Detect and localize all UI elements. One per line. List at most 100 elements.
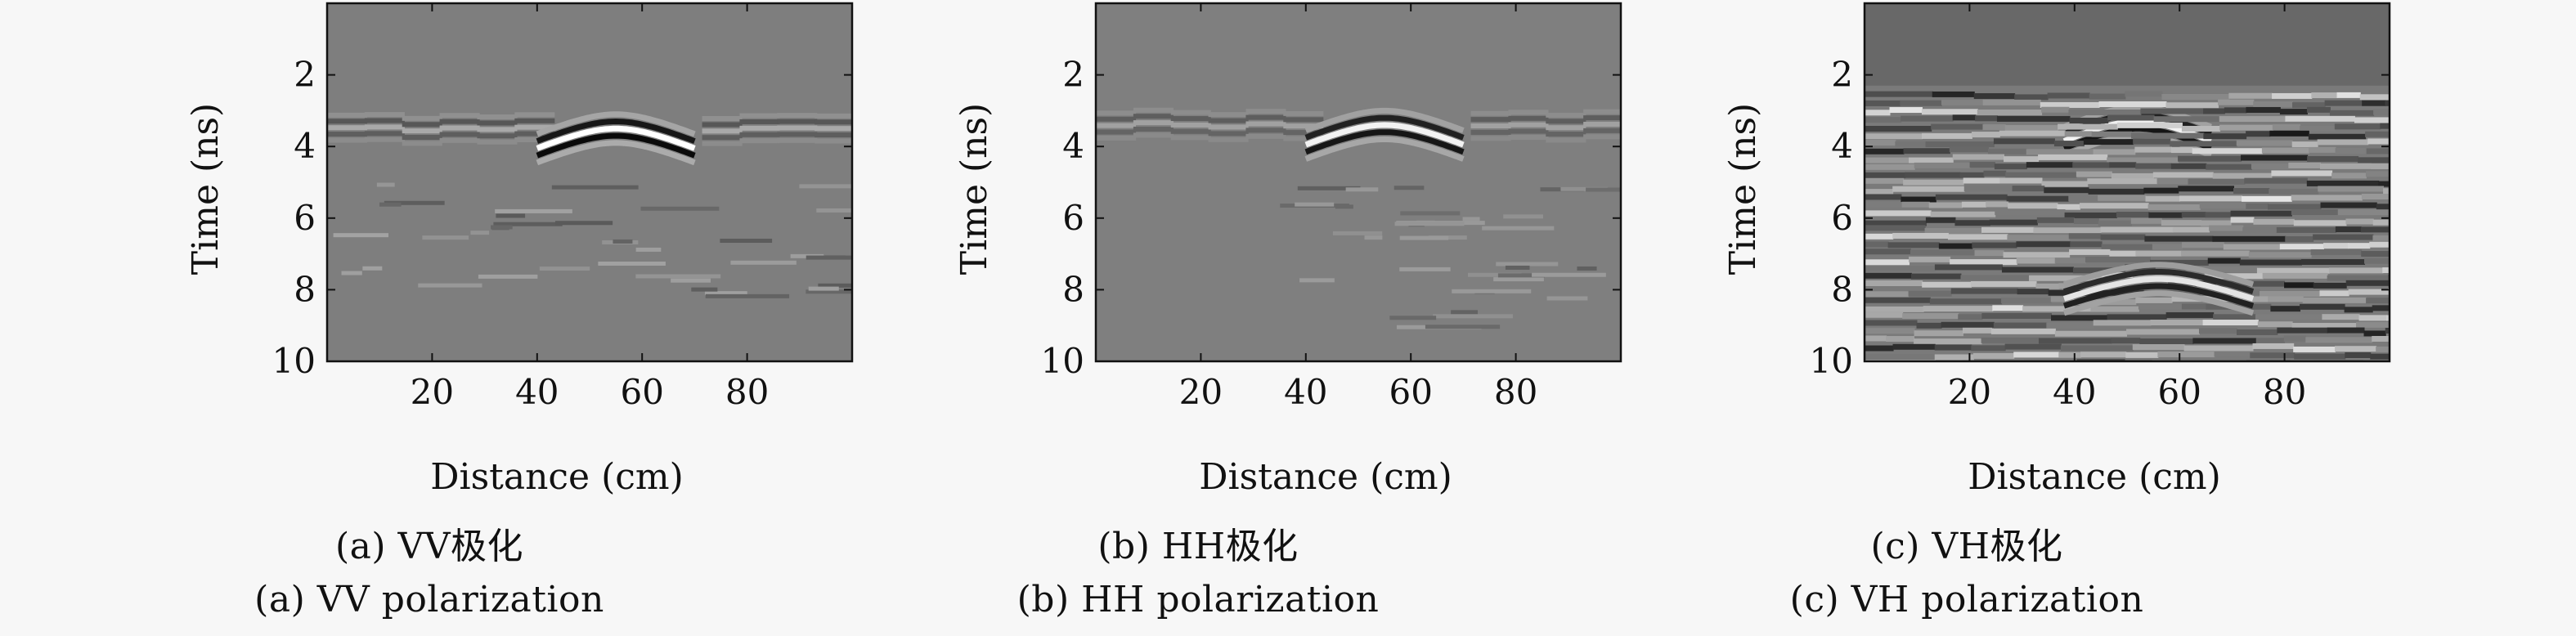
layer-streak [1922, 281, 1972, 288]
layer-streak [2317, 139, 2369, 146]
layer-streak [2224, 107, 2247, 114]
layer-streak [2335, 226, 2362, 233]
layer-streak [2004, 343, 2062, 350]
scatter-streak [1399, 266, 1451, 271]
layer-streak [2361, 194, 2390, 200]
layer-streak [1924, 227, 1983, 234]
hyperbola-arc [2062, 275, 2255, 302]
layer-streak [1865, 354, 1936, 361]
layer-streak [2209, 225, 2244, 231]
reflection-stripe [1170, 135, 1211, 141]
reflection-stripe [777, 137, 818, 143]
scatter-streak [799, 184, 852, 189]
reflection-stripe [1546, 119, 1586, 124]
scatter-streak [470, 231, 490, 235]
layer-streak [1981, 226, 2035, 233]
layer-streak [2283, 335, 2307, 342]
layer-streak [2008, 203, 2058, 209]
scatter-streak [1451, 310, 1479, 315]
layer-streak [2148, 212, 2183, 218]
reflection-stripe [702, 135, 743, 141]
hyperbola-arc [2062, 262, 2255, 288]
reflection-stripe [1508, 110, 1549, 115]
y-tick-label: 8 [1062, 269, 1084, 309]
reflection-stripe [702, 122, 743, 128]
layer-streak [1865, 266, 1936, 272]
x-axis-label: Distance (cm) [1968, 456, 2221, 498]
layer-streak [2005, 172, 2077, 178]
layer-streak [2038, 338, 2112, 344]
layer-streak [1969, 162, 1995, 168]
scatter-streak [671, 278, 711, 283]
layer-streak [2153, 116, 2220, 123]
y-tick-label: 2 [1831, 55, 1853, 95]
layer-streak [2269, 188, 2319, 195]
layer-streak [2271, 170, 2333, 177]
layer-streak [2138, 303, 2183, 310]
layer-streak [2291, 209, 2339, 216]
layer-streak [2161, 93, 2230, 100]
reflection-stripe [327, 119, 368, 124]
layer-streak [2207, 258, 2241, 264]
x-tick-label: 20 [411, 372, 454, 412]
layer-streak [2100, 226, 2174, 233]
scatter-streak [1335, 204, 1353, 209]
reflection-stripe [514, 118, 555, 123]
reflection-stripe [1208, 131, 1249, 137]
layer-streak [2157, 352, 2215, 358]
panel-vv: 2 4 6 8 10 20 40 60 80 Distance (cm) Time (ns) (a)… [0, 0, 859, 636]
layer-streak [2347, 243, 2371, 249]
layer-streak [2306, 106, 2331, 113]
layer-streak [2087, 178, 2158, 185]
layer-streak [2252, 343, 2295, 349]
reflection-stripe [1133, 114, 1174, 119]
layer-streak [2070, 241, 2103, 248]
reflection-stripe [1508, 135, 1549, 141]
scatter-streak [422, 235, 469, 240]
reflection-stripe [1096, 116, 1137, 122]
reflection-stripe [1170, 128, 1211, 134]
scatter-streak [1493, 277, 1544, 282]
reflection-stripe [402, 128, 442, 134]
reflection-stripe [1208, 124, 1249, 130]
layer-streak [2079, 203, 2149, 209]
layer-streak [2372, 235, 2390, 241]
layer-streak [2057, 204, 2080, 210]
layer-streak [2362, 100, 2386, 106]
layer-streak [1982, 99, 2041, 105]
layer-streak [2246, 131, 2271, 137]
scatter-streak [730, 260, 797, 265]
layer-streak [2302, 297, 2367, 303]
panel-hh: 2 4 6 8 10 20 40 60 80 Distance (cm) Time (ns) (b)… [769, 0, 1627, 636]
layer-streak [2109, 162, 2137, 168]
x-axis-label: Distance (cm) [1199, 456, 1452, 498]
reflection-stripe [1583, 115, 1621, 121]
hyperbola-arc [536, 111, 696, 137]
layer-streak [2376, 346, 2390, 352]
layer-streak [2143, 187, 2179, 194]
layer-streak [2199, 203, 2247, 209]
layer-streak [1934, 344, 1972, 351]
layer-streak [1865, 311, 1904, 318]
layer-streak [1999, 177, 2043, 184]
reflection-stripe [1208, 112, 1249, 118]
reflection-stripe [1283, 117, 1324, 123]
layer-streak [1941, 321, 1995, 328]
layer-streak [2319, 290, 2349, 297]
reflection-stripe [477, 133, 518, 139]
layer-streak [2073, 218, 2099, 225]
layer-streak [2345, 280, 2390, 286]
layer-streak [2291, 141, 2318, 148]
layer-streak [2212, 172, 2273, 179]
layer-streak [2373, 109, 2390, 115]
layer-streak [1981, 337, 2040, 343]
scatter-streak [1482, 226, 1555, 231]
scatter-streak [341, 271, 362, 275]
layer-streak [1900, 100, 1942, 106]
layer-streak [2285, 115, 2355, 122]
x-tick-label: 60 [1389, 372, 1432, 412]
layer-streak [2291, 323, 2358, 329]
layer-streak [2358, 315, 2388, 321]
reflection-stripe [1470, 136, 1511, 141]
layer-streak [2376, 204, 2390, 210]
